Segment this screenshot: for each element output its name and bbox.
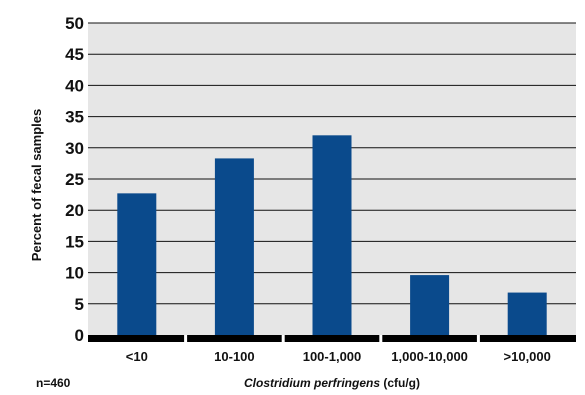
y-tick-label: 35: [65, 108, 84, 127]
x-category-label: 10-100: [214, 349, 254, 364]
bar: [507, 292, 547, 335]
y-tick-label: 50: [65, 14, 84, 33]
x-axis-label-organism: Clostridium perfringens: [244, 376, 380, 390]
y-tick-label: 40: [65, 76, 84, 95]
x-axis-label: Clostridium perfringens (cfu/g): [244, 376, 420, 390]
baseline-segment: [284, 335, 380, 342]
bars: [117, 135, 547, 335]
x-category-label: 100-1,000: [303, 349, 362, 364]
bar: [410, 275, 450, 335]
y-axis-ticks: 0 5 10 15 20 25 30 35 40 45 50: [65, 14, 84, 345]
x-category-label: 1,000-10,000: [391, 349, 468, 364]
bar: [312, 135, 352, 335]
baseline-segment: [382, 335, 477, 342]
x-axis-baseline: [88, 335, 576, 342]
x-category-label: >10,000: [504, 349, 551, 364]
baseline-segment: [88, 335, 185, 342]
y-tick-label: 20: [65, 201, 84, 220]
baseline-segment: [479, 335, 576, 342]
y-tick-label: 10: [65, 264, 84, 283]
x-axis-label-unit: (cfu/g): [380, 376, 420, 390]
y-tick-label: 45: [65, 45, 84, 64]
y-tick-label: 25: [65, 170, 84, 189]
bar: [214, 158, 254, 335]
x-axis-categories: <10 10-100 100-1,000 1,000-10,000 >10,000: [126, 349, 551, 364]
bar: [117, 193, 157, 335]
y-tick-label: 15: [65, 232, 84, 251]
y-tick-label: 5: [75, 295, 84, 314]
x-category-label: <10: [126, 349, 148, 364]
y-axis-label: Percent of fecal samples: [29, 109, 44, 261]
y-tick-label: 0: [75, 326, 84, 345]
sample-size-note: n=460: [36, 376, 71, 390]
y-tick-label: 30: [65, 139, 84, 158]
baseline-segment: [187, 335, 282, 342]
